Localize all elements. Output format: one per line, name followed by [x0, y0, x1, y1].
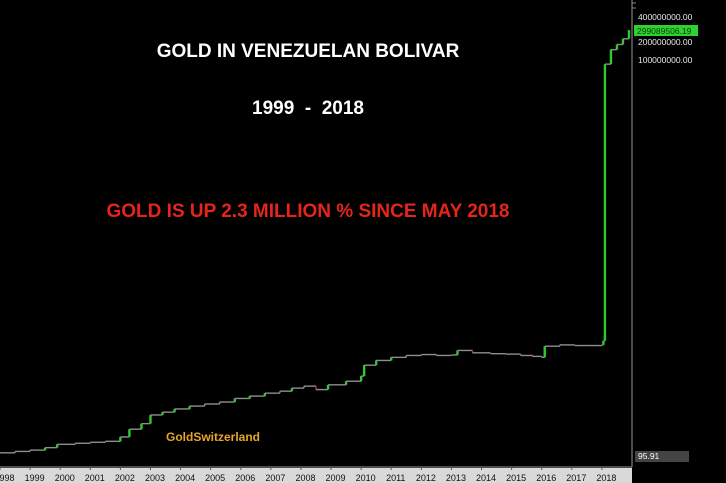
y-axis-panel — [633, 0, 726, 483]
watermark-label: GoldSwitzerland — [166, 430, 260, 444]
x-tick-label: 2006 — [235, 473, 255, 483]
x-tick-label: 2003 — [145, 473, 165, 483]
y-tick-label: 400000000.00 — [638, 12, 693, 22]
price-series — [0, 30, 631, 454]
chart-subtitle: 1999 - 2018 — [252, 98, 364, 119]
x-tick-label: 2014 — [476, 473, 496, 483]
chart-annotation: GOLD IS UP 2.3 MILLION % SINCE MAY 2018 — [107, 201, 510, 222]
x-tick-label: 2018 — [596, 473, 616, 483]
x-tick-label: 2009 — [326, 473, 346, 483]
x-tick-label: 2010 — [356, 473, 376, 483]
y-min-label-box — [635, 451, 689, 462]
x-tick-label: 2016 — [536, 473, 556, 483]
x-axis: 1998 1999 2000 2001 2002 2003 2004 2005 2006 2007… — [0, 466, 632, 483]
x-tick-label: 2004 — [175, 473, 195, 483]
chart-title: GOLD IN VENEZUELAN BOLIVAR — [157, 41, 460, 62]
y-tick-label: 100000000.00 — [638, 55, 693, 65]
y-tick-label: 200000000.00 — [638, 37, 693, 47]
x-tick-label: 2002 — [115, 473, 135, 483]
x-tick-label: 1998 — [0, 473, 15, 483]
x-tick-label: 2005 — [205, 473, 225, 483]
x-axis-band — [0, 468, 632, 483]
x-tick-label: 2012 — [416, 473, 436, 483]
x-tick-label: 2017 — [566, 473, 586, 483]
x-tick-label: 2008 — [295, 473, 315, 483]
y-axis: 400000000.00 200000000.00 100000000.00 95.9… — [631, 0, 726, 483]
x-tick-label: 2011 — [386, 473, 405, 483]
last-price-box — [634, 25, 698, 36]
x-tick-label: 2001 — [85, 473, 105, 483]
x-tick-label: 2015 — [506, 473, 526, 483]
x-tick-label: 2013 — [446, 473, 466, 483]
y-tick-label: 95.91 — [638, 451, 660, 461]
x-tick-label: 1999 — [25, 473, 45, 483]
last-price-label: 299089506.19 — [637, 26, 692, 36]
x-tick-label: 2007 — [265, 473, 285, 483]
x-tick-label: 2000 — [55, 473, 75, 483]
